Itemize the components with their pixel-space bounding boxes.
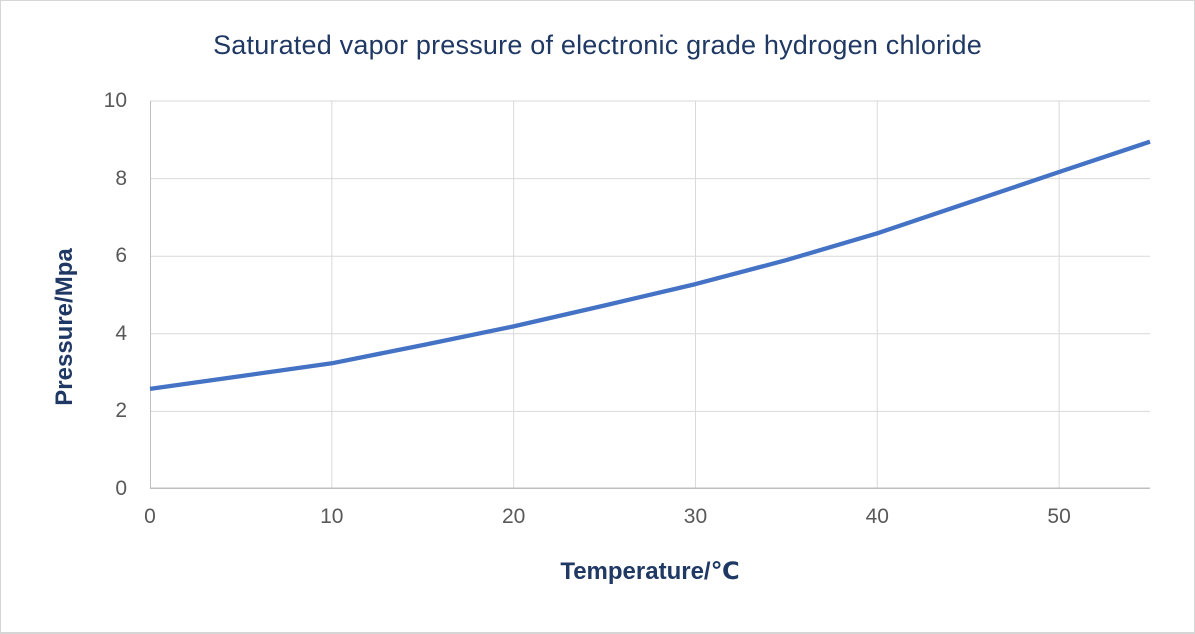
- line-chart-svg: [149, 100, 1151, 489]
- x-tick-label: 50: [1047, 505, 1071, 528]
- plot-area: [149, 100, 1151, 489]
- y-tick-label: 4: [115, 321, 127, 345]
- x-tick-label: 10: [320, 505, 344, 528]
- x-tick-label: 40: [865, 505, 889, 528]
- y-tick-label: 10: [103, 89, 127, 112]
- vapor-pressure-line: [149, 139, 1151, 392]
- y-tick-label: 6: [115, 244, 127, 268]
- chart-title: Saturated vapor pressure of electronic g…: [213, 30, 982, 60]
- y-tick-label: 2: [115, 399, 127, 423]
- x-tick-label: 20: [501, 505, 526, 528]
- y-tick-label: 8: [115, 166, 127, 190]
- x-tick-label: 0: [144, 505, 156, 528]
- x-tick-label: 30: [683, 505, 708, 528]
- x-axis-title: Temperature/℃: [560, 558, 740, 585]
- y-tick-label: 0: [115, 477, 127, 500]
